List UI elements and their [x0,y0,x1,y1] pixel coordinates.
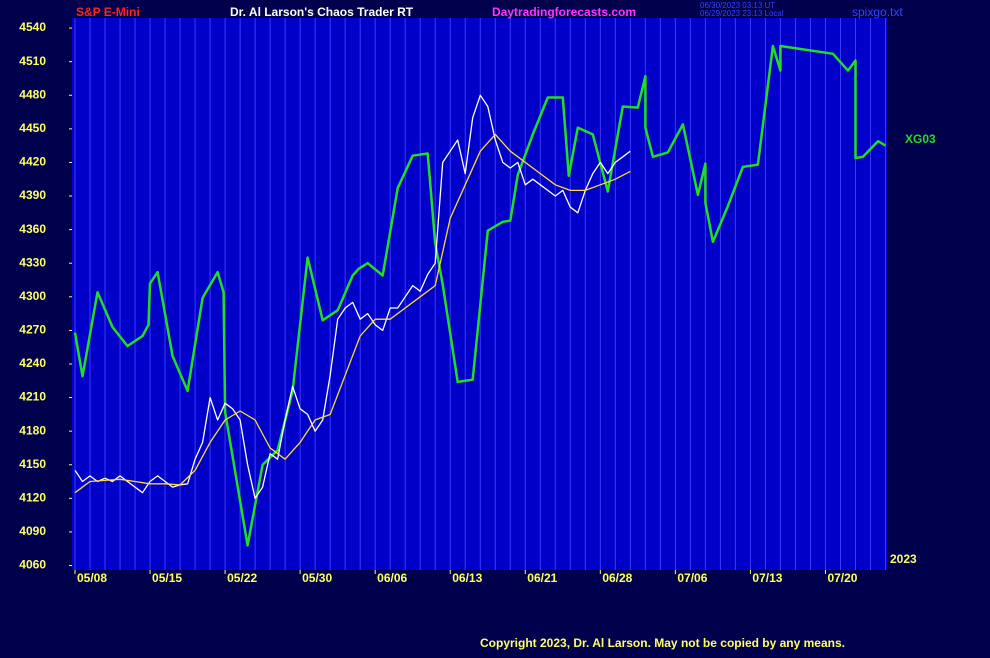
y-tick-label: 4120 [19,491,46,505]
x-tick-label: 06/06 [377,571,407,585]
legend-label: XG03 [905,132,936,146]
x-tick-label: 07/06 [677,571,707,585]
chart-title: Dr. Al Larson's Chaos Trader RT [230,5,414,19]
series-line [74,133,631,494]
y-tick-label: 4360 [19,222,46,236]
y-tick-label: 4240 [19,356,46,370]
y-tick-label: 4090 [19,524,46,538]
x-tick-label: 05/15 [152,571,182,585]
y-tick-label: 4330 [19,255,46,269]
y-tick-label: 4180 [19,423,46,437]
y-tick-label: 4150 [19,457,46,471]
y-tick-label: 4480 [19,87,46,101]
timestamp: 06/29/2023 23:13 Local [700,9,784,18]
x-tick-label: 07/13 [752,571,782,585]
x-tick-label: 05/22 [227,571,257,585]
y-tick-label: 4510 [19,54,46,68]
filename: spixgo.txt [852,5,903,19]
x-tick-label: 05/30 [302,571,332,585]
year: 2023 [890,552,917,566]
x-tick-label: 06/28 [602,571,632,585]
y-tick-label: 4390 [19,188,46,202]
plot-area [72,18,887,570]
timestamp: 06/30/2023 03:13 UT [700,1,775,10]
y-tick-label: 4420 [19,155,46,169]
x-tick-label: 05/08 [77,571,107,585]
symbol: S&P E-Mini [76,5,140,19]
website: Daytradingforecasts.com [492,5,636,19]
series-line [73,44,887,547]
y-tick-label: 4300 [19,289,46,303]
x-tick-label: 07/20 [827,571,857,585]
y-tick-label: 4540 [19,20,46,34]
y-tick-label: 4210 [19,390,46,404]
y-tick-label: 4270 [19,323,46,337]
copyright: Copyright 2023, Dr. Al Larson. May not b… [480,636,845,650]
x-tick-label: 06/13 [452,571,482,585]
y-tick-label: 4450 [19,121,46,135]
y-tick-label: 4060 [19,558,46,572]
x-tick-label: 06/21 [527,571,557,585]
